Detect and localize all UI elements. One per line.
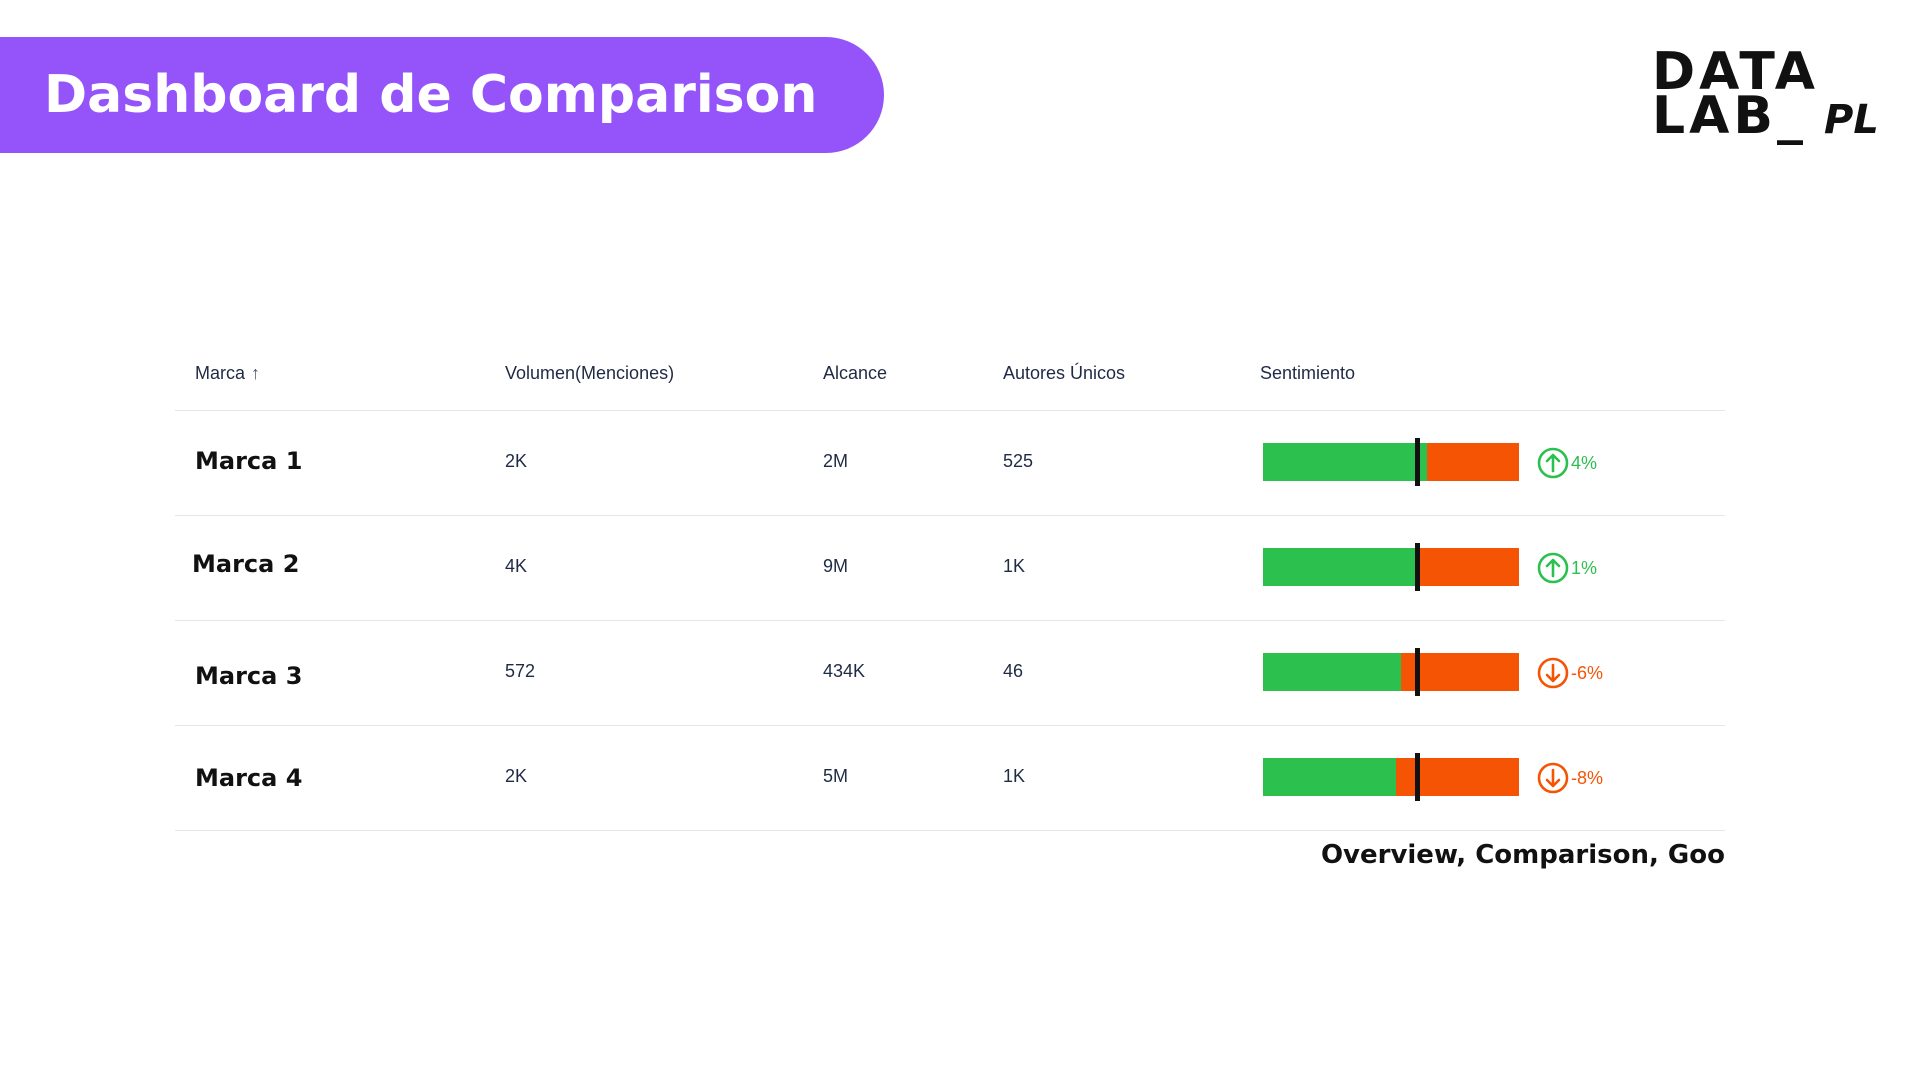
trend-percentage: 4%: [1571, 452, 1598, 473]
comparison-table: Marca ↑ Volumen(Menciones) Alcance Autore…: [175, 345, 1725, 831]
table-row[interactable]: Marca 1 2K 2M 525 4%: [175, 411, 1725, 516]
logo-line-1: DATA: [1652, 42, 1820, 102]
trend-percentage: 1%: [1571, 557, 1598, 578]
sentiment-positive-segment: [1263, 443, 1427, 481]
volume-value: 572: [505, 661, 536, 681]
sentiment-target-marker: [1415, 648, 1420, 696]
authors-value: 46: [1003, 661, 1024, 681]
reach-value: 5M: [823, 766, 849, 786]
authors-value: 1K: [1003, 556, 1026, 576]
page-title: Dashboard de Comparison: [44, 65, 818, 125]
sentiment-positive-segment: [1263, 653, 1401, 691]
sentiment-target-marker: [1415, 543, 1420, 591]
table-body: Marca 1 2K 2M 525 4% Marca 2 4K 9M 1K 1% Marca 3 57…: [175, 411, 1725, 831]
brand-name: Marca 3: [195, 662, 303, 690]
authors-value: 1K: [1003, 766, 1026, 786]
sentiment-trend: -6%: [1537, 656, 1603, 690]
reach-value: 434K: [823, 661, 866, 681]
sentiment-negative-segment: [1401, 653, 1519, 691]
brand-name: Marca 2: [192, 550, 300, 578]
sentiment-trend: -8%: [1537, 761, 1603, 795]
column-header-sentiment[interactable]: Sentimiento: [1260, 363, 1356, 383]
sentiment-bar: [1263, 753, 1519, 801]
sentiment-positive-segment: [1263, 758, 1396, 796]
sentiment-trend: 1%: [1537, 551, 1597, 585]
volume-value: 4K: [505, 556, 528, 576]
arrow-down-circle-icon: [1537, 762, 1569, 794]
arrow-up-circle-icon: [1537, 552, 1569, 584]
sentiment-target-marker: [1415, 753, 1420, 801]
sort-ascending-icon[interactable]: ↑: [251, 363, 261, 383]
column-header-brand-label: Marca: [195, 363, 246, 383]
column-header-brand[interactable]: Marca ↑: [195, 363, 260, 384]
logo-line-3: PL: [1824, 97, 1879, 143]
trend-percentage: -8%: [1571, 767, 1604, 788]
arrow-up-circle-icon: [1537, 447, 1569, 479]
volume-value: 2K: [505, 766, 528, 786]
reach-value: 9M: [823, 556, 849, 576]
sentiment-target-marker: [1415, 438, 1420, 486]
arrow-down-circle-icon: [1537, 657, 1569, 689]
datalab-logo: DATA LAB_ PL: [1652, 44, 1897, 144]
trend-percentage: -6%: [1571, 662, 1604, 683]
volume-value: 2K: [505, 451, 528, 471]
table-row[interactable]: Marca 3 572 434K 46 -6%: [175, 621, 1725, 726]
column-header-reach[interactable]: Alcance: [823, 363, 888, 383]
sentiment-bar: [1263, 648, 1519, 696]
footer-caption: Overview, Comparison, Goo: [1320, 840, 1725, 870]
brand-name: Marca 1: [195, 447, 303, 475]
table-row[interactable]: Marca 4 2K 5M 1K -8%: [175, 726, 1725, 831]
title-banner: Dashboard de Comparison: [0, 37, 884, 153]
sentiment-positive-segment: [1263, 548, 1417, 586]
column-header-volume[interactable]: Volumen(Menciones): [505, 363, 675, 383]
table-header: Marca ↑ Volumen(Menciones) Alcance Autore…: [175, 345, 1725, 411]
sentiment-bar: [1263, 438, 1519, 486]
sentiment-negative-segment: [1427, 443, 1519, 481]
sentiment-trend: 4%: [1537, 446, 1597, 480]
logo-line-2: LAB_: [1652, 86, 1808, 146]
sentiment-negative-segment: [1417, 548, 1519, 586]
brand-name: Marca 4: [195, 764, 303, 792]
reach-value: 2M: [823, 451, 849, 471]
sentiment-negative-segment: [1396, 758, 1519, 796]
column-header-authors[interactable]: Autores Únicos: [1003, 363, 1126, 383]
authors-value: 525: [1003, 451, 1034, 471]
sentiment-bar: [1263, 543, 1519, 591]
table-row[interactable]: Marca 2 4K 9M 1K 1%: [175, 516, 1725, 621]
